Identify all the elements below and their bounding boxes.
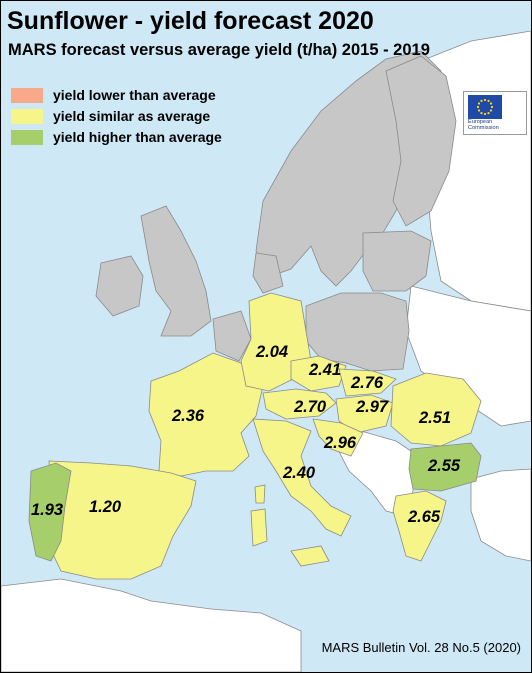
value-hungary: 2.97 bbox=[356, 398, 389, 416]
legend-swatch-lower bbox=[11, 87, 43, 103]
value-portugal: 1.93 bbox=[31, 501, 64, 519]
region-sicily bbox=[290, 545, 330, 567]
eu-logo-line1: European bbox=[468, 119, 493, 125]
region-austria bbox=[262, 388, 337, 420]
region-czechia bbox=[290, 355, 347, 392]
no-data-denmark bbox=[252, 252, 284, 294]
legend-label-higher: yield higher than average bbox=[53, 129, 222, 145]
eu-logo-line2: Commission bbox=[468, 125, 499, 131]
region-slovakia bbox=[338, 368, 397, 397]
legend-item-lower: yield lower than average bbox=[11, 87, 216, 103]
value-greece: 2.65 bbox=[408, 508, 441, 526]
legend-swatch-higher bbox=[11, 129, 43, 145]
value-germany: 2.04 bbox=[256, 343, 289, 361]
legend-label-lower: yield lower than average bbox=[53, 87, 216, 103]
no-data-finland bbox=[385, 55, 457, 227]
value-bulgaria: 2.55 bbox=[428, 457, 461, 475]
non-eu-land-turkey bbox=[470, 468, 531, 562]
value-france: 2.36 bbox=[172, 407, 205, 425]
region-italy bbox=[252, 418, 352, 537]
region-sardinia bbox=[250, 508, 268, 547]
region-portugal bbox=[28, 462, 72, 562]
region-hungary bbox=[335, 394, 394, 434]
map-title: Sunflower - yield forecast 2020 bbox=[7, 7, 374, 35]
legend-label-similar: yield similar as average bbox=[53, 108, 211, 124]
region-croatia-slovenia bbox=[312, 418, 364, 457]
no-data-poland bbox=[305, 292, 410, 372]
legend-swatch-similar bbox=[11, 108, 43, 124]
no-data-benelux bbox=[212, 310, 252, 362]
region-greece bbox=[392, 490, 447, 562]
legend-item-higher: yield higher than average bbox=[11, 129, 222, 145]
map-subtitle: MARS forecast versus average yield (t/ha… bbox=[8, 41, 430, 59]
region-france bbox=[148, 352, 264, 477]
value-slovakia: 2.76 bbox=[351, 374, 384, 392]
bulletin-footer: MARS Bulletin Vol. 28 No.5 (2020) bbox=[321, 640, 521, 655]
region-bulgaria bbox=[408, 442, 482, 492]
region-romania bbox=[390, 372, 482, 447]
legend-item-similar: yield similar as average bbox=[11, 108, 210, 124]
no-data-baltics bbox=[362, 230, 432, 292]
non-eu-land-north-africa bbox=[1, 578, 302, 672]
region-corsica bbox=[254, 484, 266, 504]
value-romania: 2.51 bbox=[419, 409, 452, 427]
no-data-ireland bbox=[95, 255, 144, 317]
region-spain bbox=[48, 460, 197, 580]
eu-flag-icon bbox=[468, 95, 502, 119]
eu-logo-text: European Commission bbox=[468, 119, 499, 131]
european-commission-logo: European Commission bbox=[463, 91, 527, 135]
value-spain: 1.20 bbox=[89, 498, 122, 516]
value-czechia: 2.41 bbox=[309, 361, 342, 379]
value-austria: 2.70 bbox=[294, 398, 327, 416]
value-italy: 2.40 bbox=[283, 464, 316, 482]
no-data-uk-ireland bbox=[140, 205, 212, 337]
value-croatia: 2.96 bbox=[324, 434, 357, 452]
non-eu-land-ukraine-belarus bbox=[405, 285, 531, 427]
